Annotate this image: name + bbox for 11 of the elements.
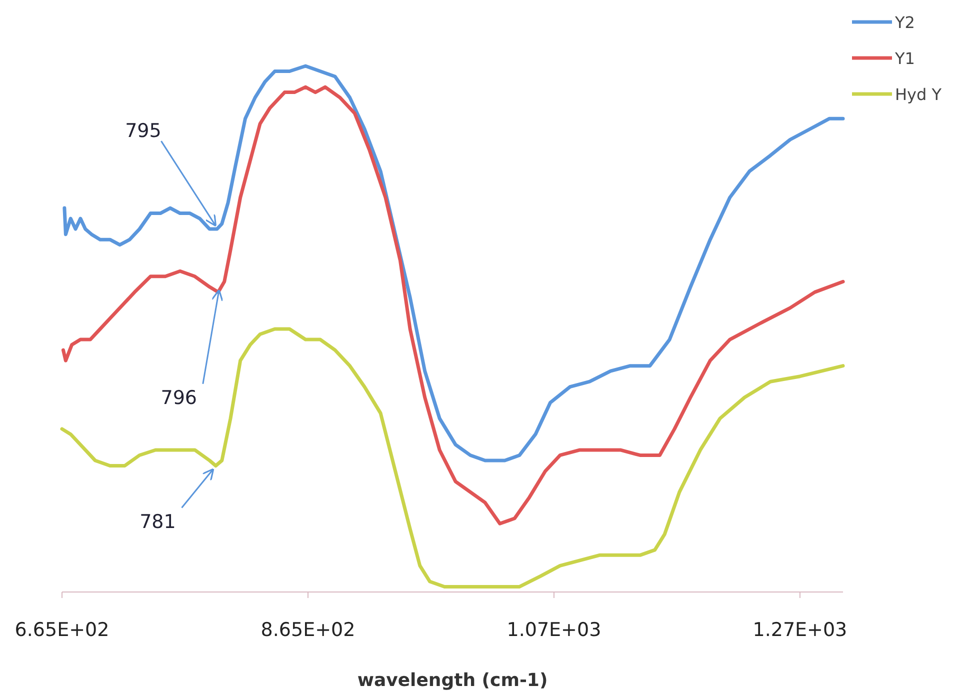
annotation: 795 <box>125 120 162 142</box>
x-tick-label: 8.65E+02 <box>260 619 356 641</box>
legend-label: Y1 <box>894 49 915 68</box>
x-tick-label: 6.65E+02 <box>14 619 110 641</box>
x-tick-label: 1.07E+03 <box>506 619 602 641</box>
x-tick-label: 1.27E+03 <box>752 619 848 641</box>
annotation: 796 <box>160 386 198 409</box>
annotation: 781 <box>140 510 176 533</box>
legend-label: Hyd Y <box>895 85 942 104</box>
x-axis-title: wavelength (cm-1) <box>357 670 548 691</box>
legend-label: Y2 <box>894 13 915 32</box>
